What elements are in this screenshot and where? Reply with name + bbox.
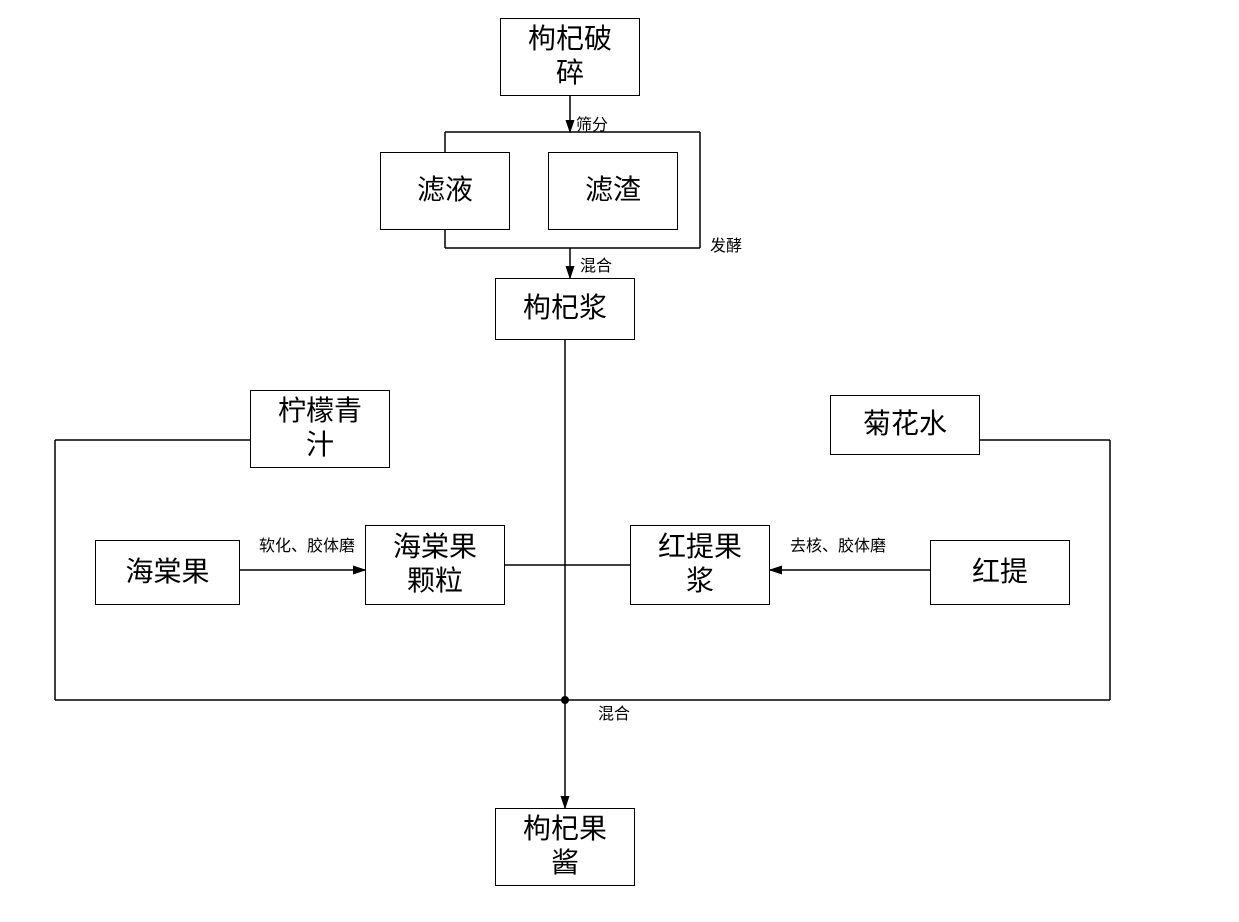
- edge-label-mix1: 混合: [580, 252, 612, 276]
- edge-label-depit: 去核、胶体磨: [790, 532, 886, 556]
- node-chrysanthemum-water: 菊花水: [830, 395, 980, 455]
- edge-label-mix2: 混合: [598, 700, 630, 724]
- node-lemon-juice: 柠檬青汁: [250, 390, 390, 468]
- node-red-grape-slurry: 红提果浆: [630, 525, 770, 605]
- node-label: 红提: [972, 556, 1028, 590]
- node-label: 柠檬青汁: [278, 395, 362, 462]
- node-filtrate: 滤液: [380, 152, 510, 230]
- edge-label-sieve: 筛分: [576, 111, 608, 135]
- node-residue: 滤渣: [548, 152, 678, 230]
- node-crabapple-granules: 海棠果颗粒: [365, 525, 505, 605]
- node-label: 枸杞破碎: [528, 23, 612, 90]
- node-label: 枸杞果酱: [523, 813, 607, 880]
- node-goji-jam: 枸杞果酱: [495, 808, 635, 886]
- flowchart-connectors: [0, 0, 1239, 922]
- node-label: 海棠果: [125, 556, 209, 590]
- edge-label-soften: 软化、胶体磨: [259, 532, 355, 556]
- node-goji-crush: 枸杞破碎: [500, 18, 640, 96]
- edge-label-ferment: 发酵: [710, 232, 742, 256]
- node-label: 红提果浆: [658, 531, 742, 598]
- node-red-grape: 红提: [930, 540, 1070, 605]
- node-goji-slurry: 枸杞浆: [495, 278, 635, 340]
- node-crabapple: 海棠果: [95, 540, 240, 605]
- node-label: 枸杞浆: [523, 292, 607, 326]
- node-label: 滤液: [417, 174, 473, 208]
- node-label: 海棠果颗粒: [393, 531, 477, 598]
- node-label: 滤渣: [585, 174, 641, 208]
- node-label: 菊花水: [863, 408, 947, 442]
